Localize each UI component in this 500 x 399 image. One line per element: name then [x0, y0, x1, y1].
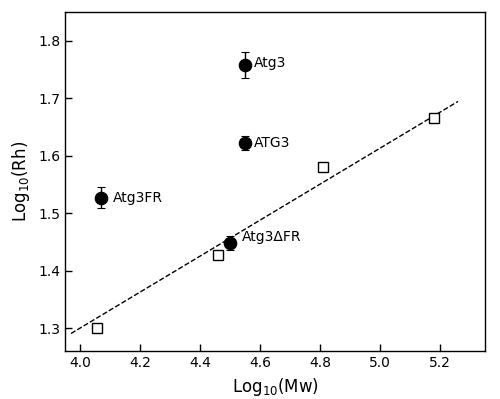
- Y-axis label: Log$_{10}$(Rh): Log$_{10}$(Rh): [10, 141, 32, 222]
- Text: ATG3: ATG3: [254, 136, 290, 150]
- Text: Atg3ΔFR: Atg3ΔFR: [242, 230, 302, 244]
- Text: Atg3: Atg3: [254, 55, 286, 69]
- X-axis label: Log$_{10}$(Mw): Log$_{10}$(Mw): [232, 375, 318, 397]
- Text: Atg3FR: Atg3FR: [113, 191, 163, 205]
